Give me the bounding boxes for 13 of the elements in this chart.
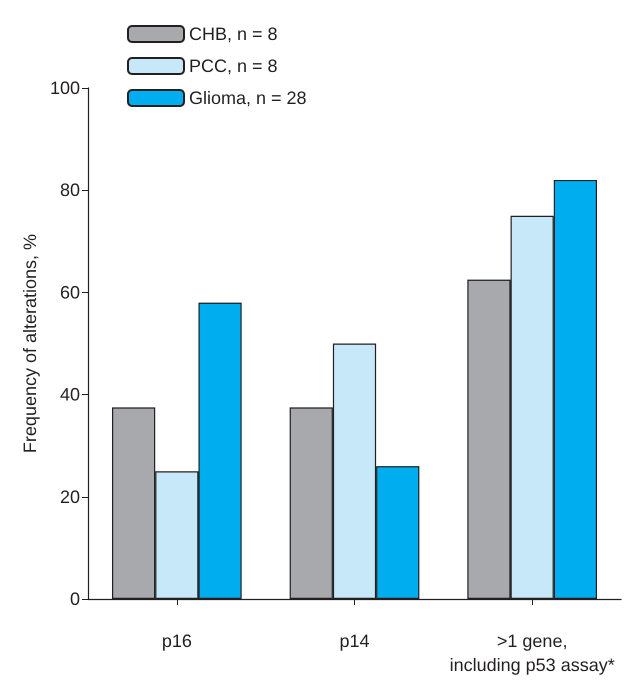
y-tick-label: 40 xyxy=(60,384,80,405)
legend-label: Glioma, n = 28 xyxy=(189,88,307,108)
y-axis-title: Frequency of alterations, % xyxy=(20,234,40,454)
y-tick-label: 100 xyxy=(50,78,80,98)
y-tick-label: 80 xyxy=(60,180,80,200)
legend-label: PCC, n = 8 xyxy=(189,56,278,76)
y-tick-label: 60 xyxy=(60,282,80,302)
x-tick-label: p14 xyxy=(339,631,370,651)
legend-label: CHB, n = 8 xyxy=(189,24,278,44)
y-tick-label: 0 xyxy=(70,589,80,609)
y-tick-label: 20 xyxy=(60,486,80,507)
x-tick-label: p16 xyxy=(162,631,192,651)
x-tick-label: >1 gene, including p53 assay* xyxy=(450,631,615,675)
